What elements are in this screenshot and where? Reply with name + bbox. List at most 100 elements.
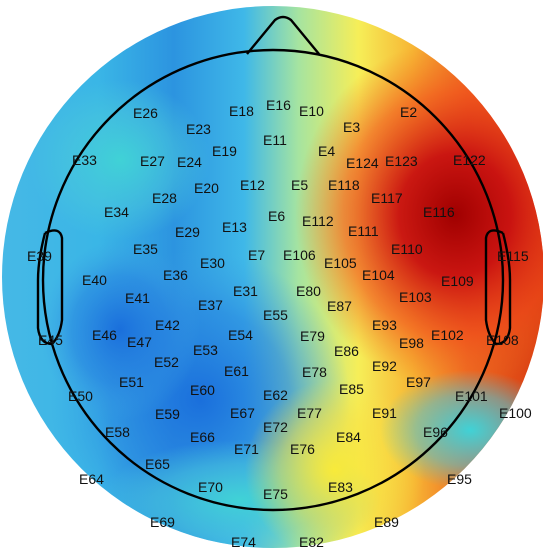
electrode-label-e118: E118 (328, 177, 360, 193)
electrode-label-e103: E103 (399, 289, 432, 305)
electrode-label-e36: E36 (163, 267, 188, 283)
electrode-label-e97: E97 (406, 374, 431, 390)
electrode-label-e20: E20 (194, 180, 219, 196)
electrode-label-e93: E93 (372, 317, 397, 333)
electrode-label-e67: E67 (230, 405, 255, 421)
electrode-label-e61: E61 (224, 363, 249, 379)
electrode-label-e110: E110 (391, 241, 423, 257)
electrode-label-e39: E39 (27, 248, 52, 264)
electrode-label-e111: E111 (348, 223, 379, 239)
electrode-label-e117: E117 (371, 190, 403, 206)
right-ear-shape (484, 229, 512, 346)
electrode-label-e47: E47 (127, 334, 152, 350)
electrode-label-e122: E122 (453, 152, 486, 168)
electrode-label-e64: E64 (79, 471, 104, 487)
electrode-label-e23: E23 (186, 121, 211, 137)
electrode-label-e58: E58 (105, 424, 130, 440)
electrode-label-e6: E6 (268, 208, 285, 224)
electrode-label-e109: E109 (441, 273, 474, 289)
nose-shape (246, 15, 320, 55)
electrode-label-e10: E10 (299, 103, 324, 119)
electrode-label-e24: E24 (177, 154, 202, 170)
electrode-label-e105: E105 (324, 255, 357, 271)
electrode-label-e72: E72 (263, 419, 288, 435)
electrode-label-e69: E69 (150, 514, 175, 530)
electrode-label-e5: E5 (291, 177, 308, 193)
electrode-label-e54: E54 (228, 327, 253, 343)
electrode-label-e95: E95 (447, 471, 472, 487)
electrode-label-e91: E91 (372, 405, 397, 421)
electrode-label-e55: E55 (263, 307, 288, 323)
electrode-label-e40: E40 (82, 272, 107, 288)
left-ear-shape (36, 229, 64, 346)
electrode-label-e83: E83 (328, 479, 353, 495)
electrode-label-e66: E66 (190, 429, 215, 445)
electrode-label-e115: E115 (497, 248, 529, 264)
electrode-label-e75: E75 (263, 486, 288, 502)
electrode-label-e89: E89 (374, 514, 399, 530)
electrode-label-e92: E92 (372, 358, 397, 374)
electrode-label-e41: E41 (125, 290, 150, 306)
electrode-label-e79: E79 (300, 328, 325, 344)
electrode-label-e34: E34 (104, 204, 129, 220)
electrode-label-e26: E26 (133, 105, 158, 121)
electrode-label-e13: E13 (222, 219, 247, 235)
electrode-label-e3: E3 (343, 119, 360, 135)
electrode-label-e108: E108 (486, 332, 519, 348)
electrode-label-e35: E35 (133, 241, 158, 257)
electrode-label-e2: E2 (400, 104, 417, 120)
electrode-label-e28: E28 (152, 190, 177, 206)
electrode-label-e30: E30 (200, 255, 225, 271)
electrode-label-e116: E116 (423, 204, 455, 220)
head-circle (41, 48, 505, 512)
electrode-label-e87: E87 (327, 298, 352, 314)
electrode-label-e70: E70 (198, 479, 223, 495)
electrode-label-e52: E52 (154, 354, 179, 370)
electrode-label-e76: E76 (290, 441, 315, 457)
electrode-label-e46: E46 (92, 327, 117, 343)
electrode-label-e29: E29 (175, 224, 200, 240)
electrode-label-e4: E4 (318, 143, 335, 159)
electrode-label-e42: E42 (155, 317, 180, 333)
electrode-label-e60: E60 (190, 382, 215, 398)
electrode-label-e62: E62 (263, 387, 288, 403)
electrode-label-e51: E51 (119, 374, 144, 390)
electrode-label-e50: E50 (68, 388, 93, 404)
electrode-label-e65: E65 (145, 456, 170, 472)
electrode-label-e27: E27 (140, 153, 165, 169)
electrode-label-e12: E12 (240, 177, 265, 193)
electrode-label-e96: E96 (423, 424, 448, 440)
electrode-label-e102: E102 (431, 327, 464, 343)
electrode-label-e86: E86 (334, 343, 359, 359)
electrode-label-e31: E31 (233, 283, 258, 299)
electrode-label-e123: E123 (385, 153, 418, 169)
electrode-label-e37: E37 (198, 297, 223, 313)
electrode-label-e59: E59 (155, 406, 180, 422)
electrode-label-e74: E74 (231, 534, 256, 550)
electrode-label-e19: E19 (212, 143, 237, 159)
electrode-label-e77: E77 (297, 405, 322, 421)
electrode-label-e82: E82 (299, 534, 324, 550)
electrode-label-e53: E53 (193, 342, 218, 358)
electrode-label-e84: E84 (336, 429, 361, 445)
electrode-label-e85: E85 (339, 381, 364, 397)
electrode-label-e124: E124 (346, 155, 379, 171)
electrode-labels: E2 E3 E4 E5 E6 E7 E10 E11 E12 E13 E16 E18 E19 E20 E23 E… (27, 97, 532, 550)
electrode-label-e106: E106 (283, 247, 316, 263)
electrode-label-e98: E98 (399, 335, 424, 351)
electrode-label-e78: E78 (302, 364, 327, 380)
electrode-label-e18: E18 (229, 103, 254, 119)
electrode-label-e11: E11 (263, 132, 287, 148)
electrode-label-e7: E7 (248, 247, 265, 263)
head-outline (36, 15, 512, 512)
electrode-label-e16: E16 (266, 97, 291, 113)
electrode-label-e45: E45 (38, 332, 63, 348)
electrode-label-e80: E80 (296, 283, 321, 299)
electrode-label-e71: E71 (234, 441, 259, 457)
electrode-label-e33: E33 (72, 152, 97, 168)
electrode-label-e101: E101 (455, 388, 488, 404)
electrode-label-e104: E104 (362, 267, 395, 283)
electrode-label-e100: E100 (499, 405, 532, 421)
electrode-label-e112: E112 (302, 213, 334, 229)
